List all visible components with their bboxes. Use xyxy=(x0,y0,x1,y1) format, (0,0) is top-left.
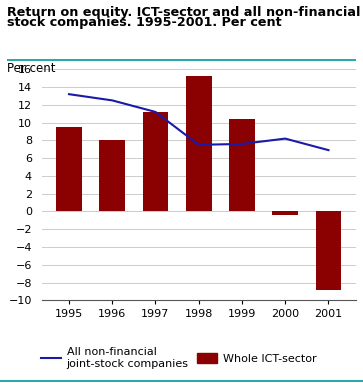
Bar xyxy=(143,112,168,211)
Bar xyxy=(272,211,298,215)
Text: Per cent: Per cent xyxy=(7,62,56,75)
Text: Return on equity. ICT-sector and all non-financial joint-: Return on equity. ICT-sector and all non… xyxy=(7,6,363,19)
Bar xyxy=(56,127,82,211)
Text: stock companies. 1995-2001. Per cent: stock companies. 1995-2001. Per cent xyxy=(7,16,282,29)
Bar xyxy=(229,119,255,211)
Bar xyxy=(99,141,125,211)
Legend: All non-financial
joint-stock companies, Whole ICT-sector: All non-financial joint-stock companies,… xyxy=(41,347,317,369)
Bar xyxy=(186,76,212,211)
Bar xyxy=(315,211,342,290)
